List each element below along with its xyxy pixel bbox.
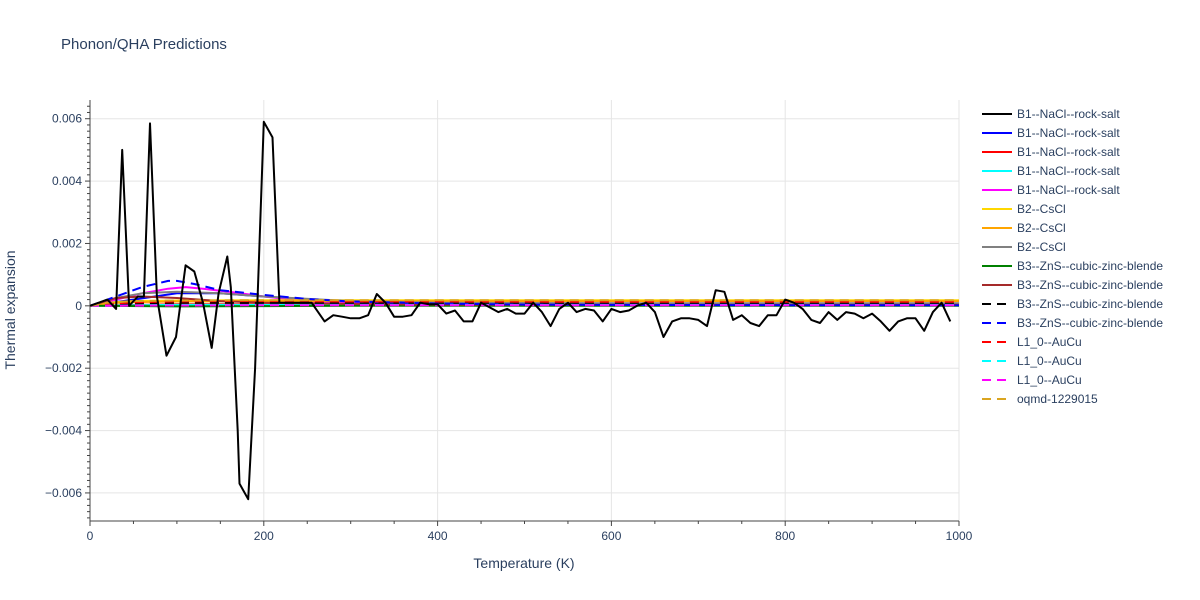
x-tick-label: 0 <box>87 529 94 543</box>
chart-title: Phonon/QHA Predictions <box>61 36 227 53</box>
legend-item[interactable]: B1--NaCl--rock-salt <box>982 145 1120 159</box>
legend-label: B2--CsCl <box>1017 221 1066 235</box>
series-line-13 <box>90 300 959 307</box>
legend-item[interactable]: B3--ZnS--cubic-zinc-blende <box>982 259 1163 273</box>
legend-item[interactable]: L1_0--AuCu <box>982 373 1082 387</box>
legend-label: B1--NaCl--rock-salt <box>1017 183 1120 197</box>
legend-label: B3--ZnS--cubic-zinc-blende <box>1017 259 1163 273</box>
x-tick-label: 600 <box>601 529 621 543</box>
legend-item[interactable]: B3--ZnS--cubic-zinc-blende <box>982 316 1163 330</box>
legend-label: B1--NaCl--rock-salt <box>1017 145 1120 159</box>
plot-area <box>90 120 959 501</box>
legend-item[interactable]: B3--ZnS--cubic-zinc-blende <box>982 297 1163 311</box>
legend-label: B1--NaCl--rock-salt <box>1017 126 1120 140</box>
legend-item[interactable]: L1_0--AuCu <box>982 335 1082 349</box>
y-axis-title: Thermal expansion <box>2 250 18 369</box>
legend-item[interactable]: B1--NaCl--rock-salt <box>982 164 1120 178</box>
legend-label: B3--ZnS--cubic-zinc-blende <box>1017 297 1163 311</box>
axes: 0 200 400 600 800 1000 −0.006 −0.004 −0.002 0 0.00… <box>45 100 973 543</box>
y-tick-label: −0.004 <box>45 424 82 438</box>
x-tick-label: 800 <box>775 529 795 543</box>
y-tick-label: 0.006 <box>52 112 82 126</box>
series-line-12 <box>90 279 959 307</box>
legend-label: oqmd-1229015 <box>1017 392 1098 406</box>
x-tick-label: 1000 <box>946 529 973 543</box>
legend-item[interactable]: B3--ZnS--cubic-zinc-blende <box>982 278 1163 292</box>
series-line-8 <box>90 290 959 307</box>
y-tick-label: −0.002 <box>45 361 82 375</box>
legend-item[interactable]: B2--CsCl <box>982 221 1066 235</box>
x-tick-label: 400 <box>428 529 448 543</box>
legend-label: L1_0--AuCu <box>1017 354 1082 368</box>
y-tick-label: 0.002 <box>52 236 82 250</box>
legend-item[interactable]: B1--NaCl--rock-salt <box>982 183 1120 197</box>
series-line-1 <box>90 120 952 501</box>
legend-label: B1--NaCl--rock-salt <box>1017 164 1120 178</box>
legend-item[interactable]: B1--NaCl--rock-salt <box>982 126 1120 140</box>
x-axis-title: Temperature (K) <box>473 555 574 571</box>
y-tick-label: 0.004 <box>52 174 82 188</box>
legend-item[interactable]: B2--CsCl <box>982 240 1066 254</box>
legend-label: B3--ZnS--cubic-zinc-blende <box>1017 316 1163 330</box>
legend-label: L1_0--AuCu <box>1017 373 1082 387</box>
x-tick-label: 200 <box>254 529 274 543</box>
legend-item[interactable]: oqmd-1229015 <box>982 392 1098 406</box>
legend-item[interactable]: L1_0--AuCu <box>982 354 1082 368</box>
legend-label: L1_0--AuCu <box>1017 335 1082 349</box>
grid <box>90 100 960 521</box>
legend-label: B2--CsCl <box>1017 202 1066 216</box>
legend-label: B2--CsCl <box>1017 240 1066 254</box>
y-tick-label: −0.006 <box>45 486 82 500</box>
legend-item[interactable]: B1--NaCl--rock-salt <box>982 107 1120 121</box>
legend[interactable]: B1--NaCl--rock-salt B1--NaCl--rock-salt B1… <box>982 107 1163 406</box>
y-tick-label: 0 <box>75 299 82 313</box>
legend-label: B3--ZnS--cubic-zinc-blende <box>1017 278 1163 292</box>
legend-label: B1--NaCl--rock-salt <box>1017 107 1120 121</box>
legend-item[interactable]: B2--CsCl <box>982 202 1066 216</box>
